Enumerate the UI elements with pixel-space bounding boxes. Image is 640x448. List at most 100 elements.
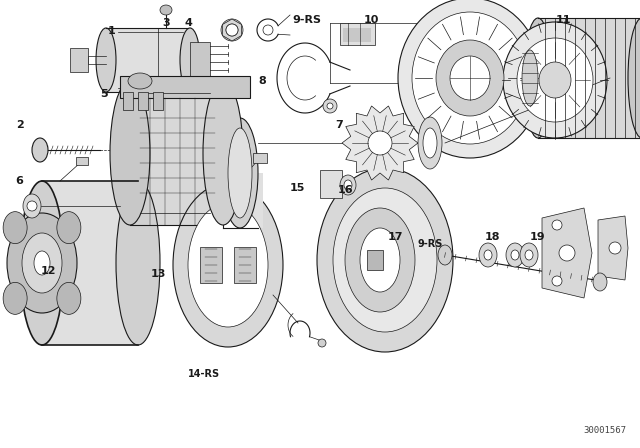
Ellipse shape xyxy=(96,28,116,92)
Ellipse shape xyxy=(517,38,593,122)
Text: 15: 15 xyxy=(290,183,305,193)
Ellipse shape xyxy=(203,81,243,225)
Ellipse shape xyxy=(345,208,415,312)
Ellipse shape xyxy=(226,24,238,36)
Ellipse shape xyxy=(188,203,268,327)
Ellipse shape xyxy=(423,128,437,158)
Ellipse shape xyxy=(57,282,81,314)
Bar xyxy=(130,81,223,225)
Ellipse shape xyxy=(628,18,640,138)
Bar xyxy=(343,28,371,42)
Ellipse shape xyxy=(506,243,524,267)
Ellipse shape xyxy=(522,50,538,106)
Ellipse shape xyxy=(418,117,442,169)
Ellipse shape xyxy=(32,138,48,162)
Bar xyxy=(70,48,88,72)
Text: 6: 6 xyxy=(15,177,23,186)
Ellipse shape xyxy=(128,73,152,89)
Text: 11: 11 xyxy=(556,15,571,25)
Circle shape xyxy=(323,99,337,113)
Polygon shape xyxy=(542,208,592,298)
Text: 13: 13 xyxy=(151,269,166,279)
Ellipse shape xyxy=(539,62,571,98)
Ellipse shape xyxy=(57,211,81,244)
Ellipse shape xyxy=(525,250,533,260)
Circle shape xyxy=(263,25,273,35)
Bar xyxy=(153,92,163,110)
Text: 17: 17 xyxy=(388,233,403,242)
Ellipse shape xyxy=(3,211,27,244)
Bar xyxy=(538,18,640,138)
Bar xyxy=(190,42,210,78)
Ellipse shape xyxy=(110,81,150,225)
Text: 1: 1 xyxy=(108,26,116,36)
Circle shape xyxy=(552,220,562,230)
Text: 9-RS: 9-RS xyxy=(417,239,443,249)
Text: 30001567: 30001567 xyxy=(584,426,627,435)
Ellipse shape xyxy=(222,118,258,228)
Ellipse shape xyxy=(484,250,492,260)
Bar xyxy=(76,157,88,165)
Ellipse shape xyxy=(333,188,437,332)
Ellipse shape xyxy=(160,5,172,15)
Bar xyxy=(120,76,250,98)
Ellipse shape xyxy=(34,251,50,275)
Text: 9-RS: 9-RS xyxy=(292,15,322,25)
Text: 16: 16 xyxy=(338,185,353,195)
Circle shape xyxy=(559,245,575,261)
Ellipse shape xyxy=(436,40,504,116)
Ellipse shape xyxy=(593,273,607,291)
Text: 8: 8 xyxy=(259,76,266,86)
Ellipse shape xyxy=(503,22,607,138)
Polygon shape xyxy=(223,19,241,41)
Text: 2: 2 xyxy=(17,121,24,130)
Bar xyxy=(340,23,375,45)
Circle shape xyxy=(226,24,238,36)
Text: 12: 12 xyxy=(40,266,56,276)
Ellipse shape xyxy=(3,282,27,314)
Ellipse shape xyxy=(520,243,538,267)
Bar xyxy=(200,247,222,283)
Ellipse shape xyxy=(511,250,519,260)
Ellipse shape xyxy=(173,183,283,347)
Ellipse shape xyxy=(20,181,64,345)
Text: 14-RS: 14-RS xyxy=(188,369,220,379)
Circle shape xyxy=(609,242,621,254)
Ellipse shape xyxy=(116,181,160,345)
Circle shape xyxy=(27,201,37,211)
Circle shape xyxy=(368,131,392,155)
Ellipse shape xyxy=(23,194,41,218)
Ellipse shape xyxy=(450,56,490,100)
Ellipse shape xyxy=(228,128,252,218)
Bar xyxy=(42,181,138,345)
Circle shape xyxy=(318,339,326,347)
Text: 19: 19 xyxy=(530,233,545,242)
Ellipse shape xyxy=(479,243,497,267)
Ellipse shape xyxy=(360,228,400,292)
Ellipse shape xyxy=(438,245,452,265)
Ellipse shape xyxy=(7,213,77,313)
Text: 5: 5 xyxy=(100,89,108,99)
Ellipse shape xyxy=(22,233,62,293)
Bar xyxy=(223,173,263,228)
Ellipse shape xyxy=(398,0,542,158)
Circle shape xyxy=(552,276,562,286)
Bar xyxy=(106,28,190,92)
Circle shape xyxy=(327,103,333,109)
Ellipse shape xyxy=(180,28,200,92)
Bar xyxy=(320,170,342,198)
Bar xyxy=(138,92,148,110)
Ellipse shape xyxy=(317,168,453,352)
Bar xyxy=(367,250,383,270)
Text: 4: 4 xyxy=(185,18,193,28)
Polygon shape xyxy=(598,216,628,280)
Text: 10: 10 xyxy=(364,15,379,25)
Bar xyxy=(123,92,133,110)
Text: 7: 7 xyxy=(335,121,343,130)
Polygon shape xyxy=(342,106,418,180)
Ellipse shape xyxy=(340,175,356,195)
Text: 18: 18 xyxy=(485,233,500,242)
Ellipse shape xyxy=(221,19,243,41)
Bar xyxy=(234,247,256,283)
Text: 3: 3 xyxy=(163,18,170,28)
